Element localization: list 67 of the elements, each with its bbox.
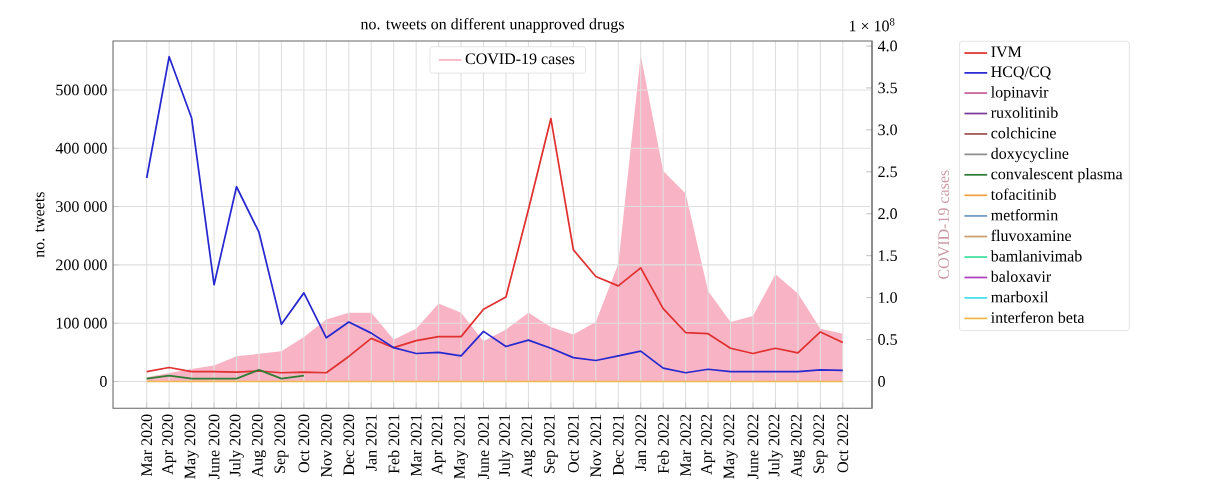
legend-label: IVM — [991, 46, 1022, 58]
x-tick-label: July 2020 — [229, 414, 244, 477]
legend-label: interferon beta — [991, 311, 1085, 324]
legend-label: bamlanivimab — [990, 250, 1082, 262]
x-tick-label: Sep 2022 — [813, 414, 828, 473]
x-tick-label: Mar 2020 — [141, 414, 153, 477]
line-series — [145, 117, 844, 374]
x-tick-label: Oct 2022 — [837, 414, 849, 473]
x-tick-label: Oct 2020 — [298, 414, 310, 473]
y-tick-label: 300 000 — [56, 201, 107, 212]
y-axis-title: no. tweets — [35, 192, 45, 258]
x-tick-label: Aug 2020 — [251, 414, 267, 478]
legend-label: lopinavir — [991, 86, 1049, 101]
x-tick-label: Nov 2021 — [590, 414, 602, 478]
x-tick-label: June 2020 — [208, 414, 220, 479]
y-tick-label: 400 000 — [55, 142, 107, 154]
y-tick-label: 0 — [100, 376, 107, 387]
y-tick-label: 200 000 — [56, 259, 107, 271]
y2-tick-label: 0 — [878, 376, 885, 387]
x-tick-label: June 2021 — [478, 414, 489, 479]
x-tick-label: May 2022 — [723, 414, 738, 479]
legend-label: HCQ/CQ — [991, 66, 1051, 80]
y2-tick-label: 2.5 — [878, 166, 897, 178]
legend-label: convalescent plasma — [991, 168, 1123, 183]
legend-label: COVID-19 cases — [465, 53, 575, 65]
x-tick-label: Mar 2021 — [410, 414, 422, 477]
x-tick-label: Jan 2022 — [635, 414, 647, 471]
x-tick-label: Feb 2022 — [657, 414, 669, 474]
x-tick-label: Apr 2022 — [701, 414, 716, 475]
x-tick-label: Aug 2021 — [521, 414, 536, 478]
x-tick-label: Apr 2020 — [162, 414, 177, 475]
y2-tick-label: 2.0 — [878, 208, 897, 220]
y2-tick-label: 1.0 — [879, 292, 897, 304]
x-tick-label: July 2021 — [498, 414, 514, 477]
x-tick-label: Mar 2022 — [680, 414, 692, 477]
legend-label: doxycycline — [991, 147, 1069, 163]
legend-label: ruxolitinib — [991, 106, 1058, 119]
x-tick-label: Nov 2020 — [320, 414, 332, 478]
legend-label: metformin — [991, 209, 1059, 221]
y2-axis-title: COVID-19 cases — [938, 170, 950, 279]
y2-tick-label: 4.0 — [877, 40, 897, 52]
y2-tick-label: 3.0 — [878, 124, 897, 136]
y2-tick-label: 3.5 — [878, 82, 897, 94]
x-tick-label: Dec 2021 — [612, 414, 624, 476]
x-tick-label: May 2021 — [454, 414, 469, 479]
y2-tick-label: 0.5 — [878, 334, 897, 345]
x-tick-label: May 2020 — [184, 414, 199, 479]
y-tick-label: 500 000 — [56, 84, 107, 96]
x-tick-label: Apr 2021 — [431, 414, 446, 475]
x-tick-label: Sep 2020 — [274, 414, 289, 473]
x-tick-label: June 2022 — [747, 414, 759, 479]
chart-title: no. tweets on different unapproved drugs — [360, 18, 624, 33]
x-tick-label: Jan 2021 — [365, 414, 377, 471]
y2-tick-label: 1.5 — [879, 250, 897, 262]
legend-label: tofacitinib — [990, 188, 1056, 200]
x-tick-label: July 2022 — [768, 414, 783, 477]
text: 1 × 10$^{8}$ — [849, 18, 895, 32]
x-tick-label: Sep 2021 — [543, 414, 558, 473]
x-tick-label: Oct 2021 — [567, 414, 579, 473]
y-tick-label: 100 000 — [56, 317, 107, 329]
x-tick-label: Dec 2020 — [343, 414, 355, 476]
x-tick-label: Aug 2022 — [790, 414, 805, 478]
x-tick-label: Feb 2021 — [388, 414, 400, 474]
legend-label: baloxavir — [990, 270, 1052, 282]
legend-label: fluvoxamine — [991, 229, 1072, 242]
legend-label: colchicine — [991, 127, 1056, 139]
legend-label: marboxil — [991, 291, 1049, 303]
